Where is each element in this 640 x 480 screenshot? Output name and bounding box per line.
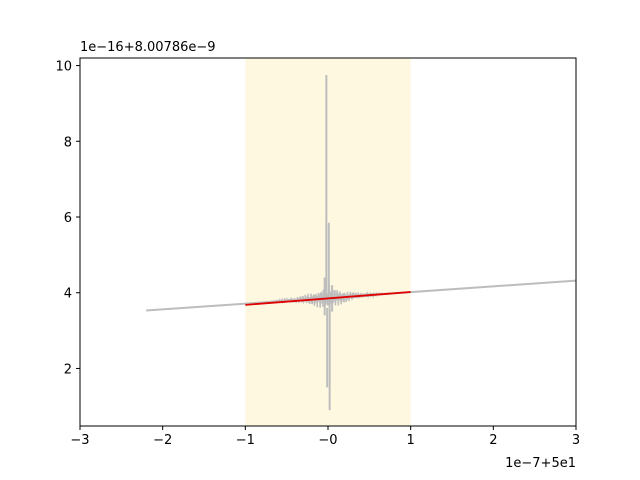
y-tick-label: 6 xyxy=(64,211,72,226)
x-tick-label: −1 xyxy=(236,433,255,448)
x-tick-label: −2 xyxy=(153,433,172,448)
x-offset-label: 1e−7+5e1 xyxy=(505,456,576,471)
x-axis: −3 −2 −1 −0 1 2 3 xyxy=(70,426,580,448)
y-tick-label: 8 xyxy=(64,135,72,150)
y-offset-label: 1e−16+8.00786e−9 xyxy=(80,40,216,55)
series-line-fit xyxy=(245,291,411,306)
x-tick-label: 3 xyxy=(572,433,580,448)
y-axis: 2 4 6 8 10 xyxy=(55,60,80,377)
series-layer xyxy=(146,75,577,411)
x-tick-label: 2 xyxy=(489,433,497,448)
y-tick-label: 2 xyxy=(64,362,72,377)
x-tick-label: −3 xyxy=(70,433,89,448)
x-tick-label: 1 xyxy=(407,433,415,448)
y-tick-label: 4 xyxy=(64,287,72,302)
y-tick-label: 10 xyxy=(55,60,72,75)
x-tick-label: −0 xyxy=(318,433,337,448)
